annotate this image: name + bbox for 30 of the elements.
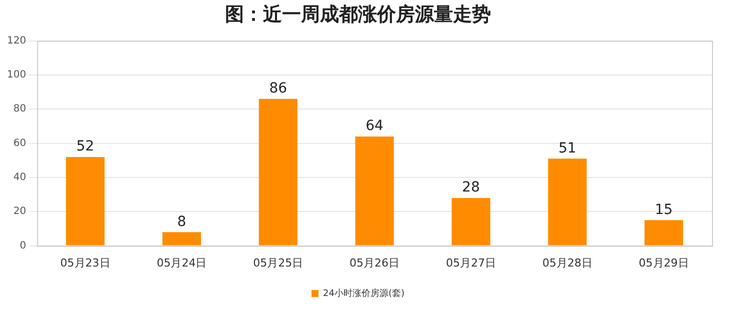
x-tick-label: 05月24日 <box>156 256 207 270</box>
y-tick-label: 60 <box>13 138 26 149</box>
data-label: 51 <box>558 140 576 156</box>
x-tick-label: 05月27日 <box>446 256 496 270</box>
data-label: 86 <box>269 80 288 97</box>
bar <box>258 98 298 246</box>
x-tick-label: 05月25日 <box>253 256 304 270</box>
data-label: 52 <box>76 138 94 155</box>
legend-label: 24小时涨价房源(套) <box>323 288 404 299</box>
y-tick-label: 80 <box>13 104 26 115</box>
x-tick-label: 05月23日 <box>60 256 110 270</box>
bar <box>355 136 394 246</box>
data-label: 8 <box>177 214 186 230</box>
y-tick-label: 120 <box>6 35 26 46</box>
data-label: 28 <box>462 180 480 196</box>
bar <box>452 198 490 246</box>
x-tick-label: 05月28日 <box>542 256 592 270</box>
bar <box>644 220 684 246</box>
data-label: 15 <box>654 202 673 218</box>
y-tick-label: 20 <box>13 206 26 218</box>
x-tick-label: 05月26日 <box>350 256 400 270</box>
data-label: 64 <box>366 118 384 134</box>
chart-title: 图：近一周成都涨价房源量走势 <box>225 3 491 26</box>
y-tick-label: 40 <box>13 172 26 184</box>
x-tick-label: 05月29日 <box>638 256 689 270</box>
y-tick-label: 100 <box>6 70 26 81</box>
y-tick-label: 0 <box>20 240 26 252</box>
bar <box>548 158 587 246</box>
bar <box>162 232 201 246</box>
bar <box>66 156 105 246</box>
